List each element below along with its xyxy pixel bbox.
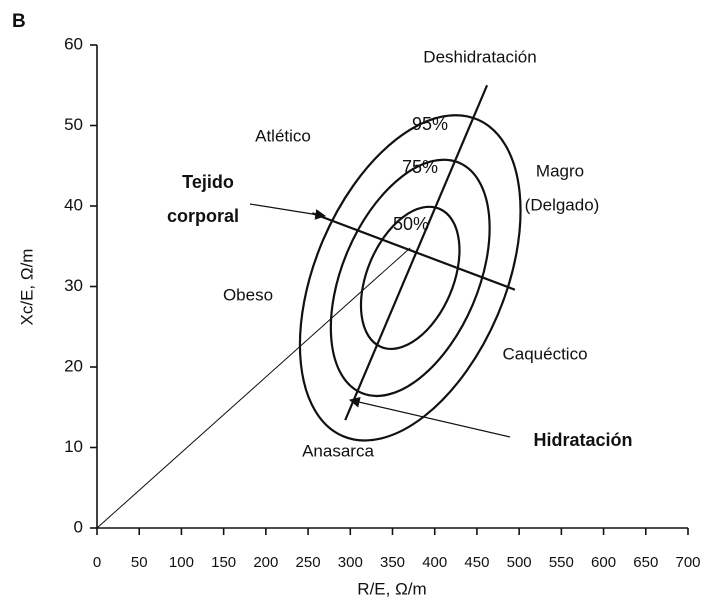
annotation: corporal <box>167 206 239 226</box>
x-tick-label: 600 <box>591 554 616 571</box>
ellipse-label: 95% <box>412 114 448 134</box>
y-tick-label: 20 <box>64 356 83 375</box>
y-axis-label: Xc/E, Ω/m <box>17 249 36 326</box>
x-tick-label: 500 <box>507 554 532 571</box>
panel-label: B <box>12 11 26 32</box>
y-tick-label: 60 <box>64 34 83 53</box>
x-tick-label: 150 <box>211 554 236 571</box>
tolerance-ellipse <box>359 205 461 351</box>
x-tick-label: 700 <box>675 554 700 571</box>
y-tick-label: 50 <box>64 115 83 134</box>
x-tick-label: 650 <box>633 554 658 571</box>
annotation: Magro <box>536 161 584 180</box>
tolerance-ellipse <box>329 158 491 398</box>
annotation: Anasarca <box>302 441 374 460</box>
tolerance-ellipse <box>298 114 522 442</box>
y-tick-label: 10 <box>64 437 83 456</box>
ellipse-label: 50% <box>393 214 429 234</box>
axis-line <box>311 212 516 291</box>
annotation: Hidratación <box>533 430 632 450</box>
x-tick-label: 300 <box>338 554 363 571</box>
annotation: (Delgado) <box>525 195 600 214</box>
y-tick-label: 40 <box>64 195 83 214</box>
reference-line <box>96 247 411 529</box>
x-tick-label: 50 <box>131 554 148 571</box>
ellipse-label: 75% <box>402 157 438 177</box>
x-tick-label: 350 <box>380 554 405 571</box>
x-tick-label: 450 <box>464 554 489 571</box>
x-tick-label: 250 <box>296 554 321 571</box>
x-tick-label: 0 <box>93 554 101 571</box>
x-tick-label: 100 <box>169 554 194 571</box>
y-tick-label: 0 <box>74 517 83 536</box>
annotation: Obeso <box>223 285 273 304</box>
x-tick-label: 200 <box>253 554 278 571</box>
arrow <box>348 396 511 438</box>
annotation: Tejido <box>182 172 234 192</box>
annotation: Caquéctico <box>502 344 587 363</box>
x-tick-label: 400 <box>422 554 447 571</box>
annotation: Atlético <box>255 126 311 145</box>
y-tick-label: 30 <box>64 276 83 295</box>
x-tick-label: 550 <box>549 554 574 571</box>
x-axis-label: R/E, Ω/m <box>357 579 426 598</box>
annotation: Deshidratación <box>423 47 536 66</box>
